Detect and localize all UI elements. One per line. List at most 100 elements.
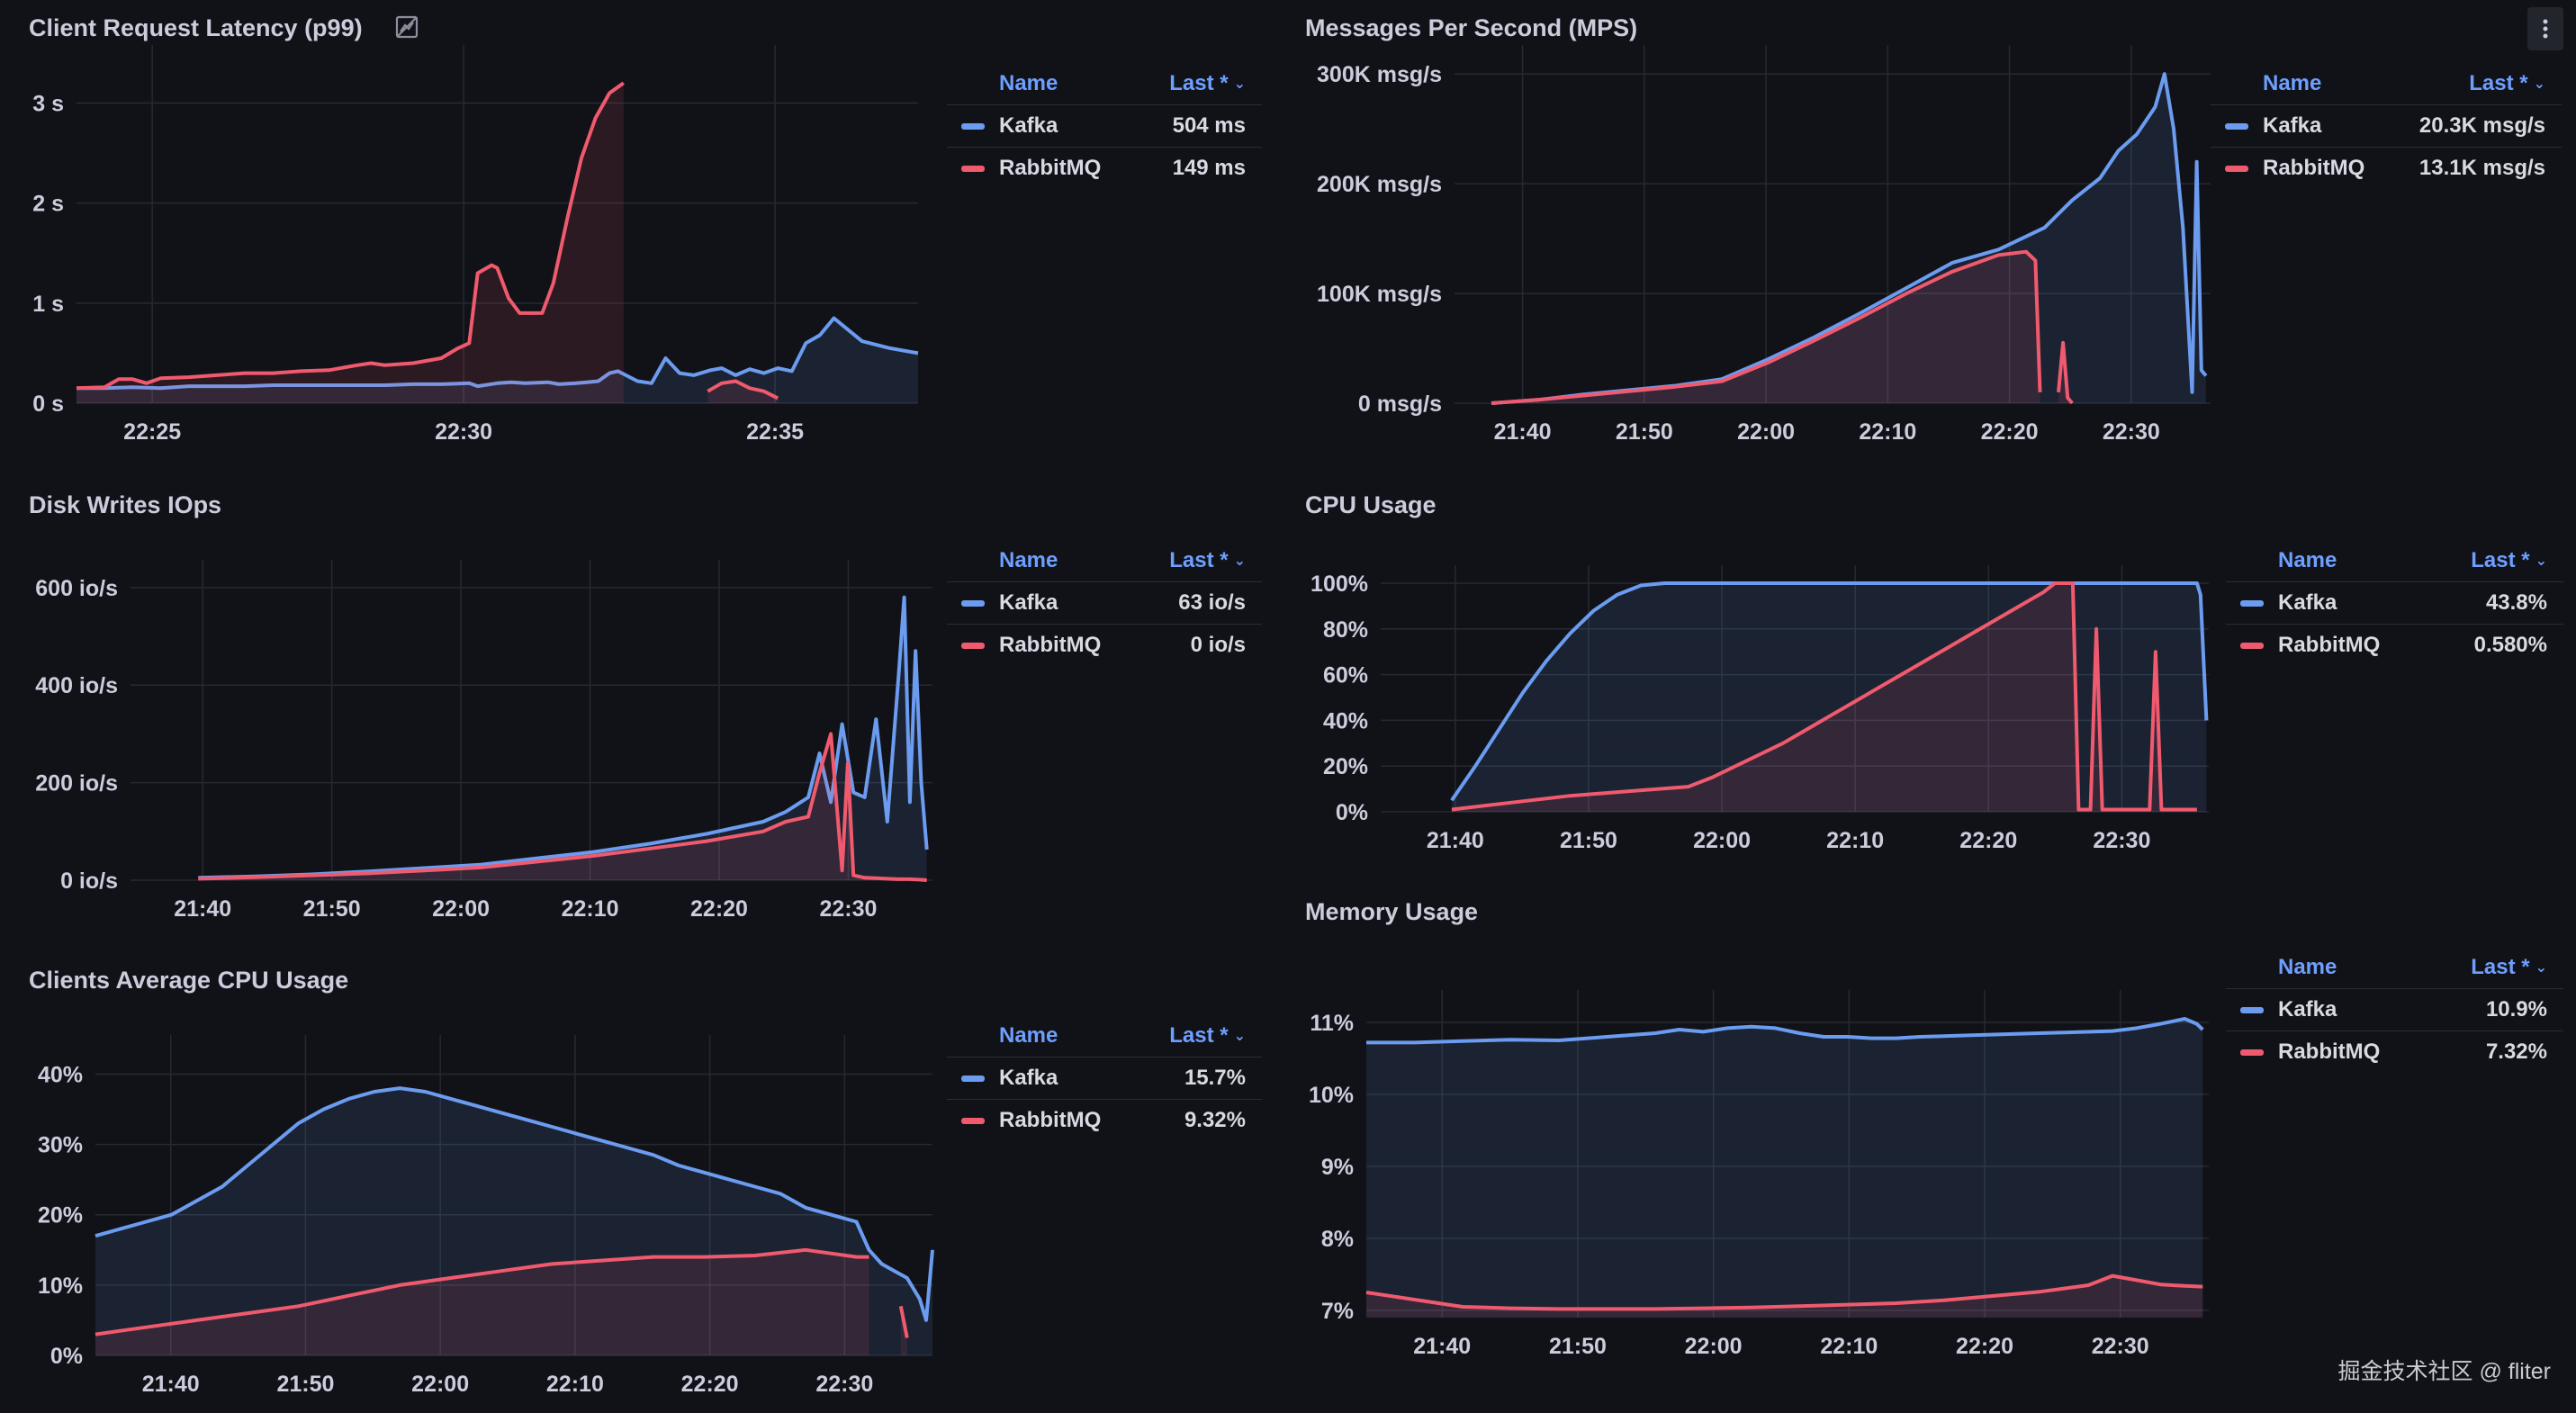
- y-tick-label: 9%: [1321, 1155, 1354, 1180]
- legend-last-header[interactable]: Last * ⌄: [1169, 1015, 1246, 1058]
- y-tick-label: 1 s: [32, 292, 64, 317]
- legend-last-header[interactable]: Last * ⌄: [2469, 63, 2545, 105]
- x-tick-label: 22:00: [1685, 1334, 1743, 1359]
- series-line-kafka: [95, 1086, 934, 1322]
- legend-row-kafka[interactable]: Kafka 43.8%: [2226, 581, 2563, 624]
- y-tick-label: 100%: [1311, 572, 1368, 597]
- legend-series-last: 7.32%: [2485, 1040, 2547, 1064]
- panel-title: Memory Usage: [1305, 898, 1479, 925]
- x-tick-label: 22:10: [1820, 1334, 1878, 1359]
- x-tick-label: 22:10: [1826, 828, 1884, 853]
- legend-row-rabbitmq[interactable]: RabbitMQ 0 io/s: [947, 624, 1262, 666]
- legend-name-header[interactable]: Name: [999, 1023, 1058, 1048]
- memory-legend: Name Last * ⌄ Kafka 10.9% RabbitMQ 7.32%: [2226, 947, 2563, 1073]
- panel-title: Client Request Latency (p99): [29, 14, 363, 41]
- legend-series-name: Kafka: [999, 113, 1058, 138]
- kafka-swatch-icon: [961, 600, 985, 607]
- legend-name-header[interactable]: Name: [999, 71, 1058, 95]
- panel-title: Disk Writes IOps: [29, 491, 222, 518]
- x-tick-label: 21:40: [142, 1372, 200, 1397]
- legend-name-header[interactable]: Name: [2263, 71, 2322, 95]
- mps-chart: 0 msg/s 100K msg/s 200K msg/s 300K msg/s 21:…: [1317, 45, 2211, 445]
- legend-row-rabbitmq[interactable]: RabbitMQ 9.32%: [947, 1099, 1262, 1141]
- legend-row-kafka[interactable]: Kafka 20.3K msg/s: [2211, 104, 2562, 147]
- legend-series-last: 0 io/s: [1190, 633, 1246, 657]
- disk-panel: Disk Writes IOps 0 io/s 200 io/s 400 io/s 6…: [0, 477, 1276, 952]
- x-tick-label: 22:35: [746, 419, 804, 445]
- kafka-swatch-icon: [2240, 600, 2264, 607]
- kafka-swatch-icon: [2225, 123, 2248, 130]
- legend-row-rabbitmq[interactable]: RabbitMQ 7.32%: [2226, 1030, 2563, 1073]
- series-line-kafka: [77, 316, 919, 391]
- no-data-link-icon[interactable]: [394, 14, 419, 46]
- legend-row-kafka[interactable]: Kafka 504 ms: [947, 104, 1262, 147]
- legend-series-last: 63 io/s: [1178, 590, 1246, 615]
- legend-series-name: RabbitMQ: [999, 156, 1102, 180]
- x-tick-label: 21:40: [1427, 828, 1484, 853]
- y-tick-label: 40%: [38, 1062, 83, 1087]
- y-tick-label: 60%: [1323, 663, 1368, 688]
- kafka-swatch-icon: [961, 1076, 985, 1082]
- series-area: [1491, 74, 2206, 403]
- legend-last-header[interactable]: Last * ⌄: [1169, 63, 1246, 105]
- disk-legend: Name Last * ⌄ Kafka 63 io/s RabbitMQ 0 io…: [947, 540, 1262, 666]
- y-tick-label: 0 msg/s: [1358, 392, 1442, 417]
- x-tick-label: 21:40: [1413, 1334, 1471, 1359]
- legend-row-kafka[interactable]: Kafka 15.7%: [947, 1057, 1262, 1099]
- rabbitmq-swatch-icon: [2240, 1049, 2264, 1056]
- panel-title: Messages Per Second (MPS): [1305, 14, 1638, 41]
- x-tick-label: 22:30: [435, 419, 492, 445]
- chevron-down-icon: ⌄: [2535, 554, 2547, 569]
- x-tick-label: 21:40: [174, 896, 231, 922]
- mps-legend: Name Last * ⌄ Kafka 20.3K msg/s RabbitMQ …: [2211, 63, 2562, 189]
- x-tick-label: 22:10: [562, 896, 619, 922]
- legend-row-rabbitmq[interactable]: RabbitMQ 149 ms: [947, 147, 1262, 189]
- legend-last-header[interactable]: Last * ⌄: [2471, 540, 2547, 582]
- legend-series-last: 10.9%: [2485, 997, 2547, 1022]
- y-tick-label: 10%: [38, 1274, 83, 1299]
- rabbitmq-swatch-icon: [961, 1118, 985, 1124]
- series-line-rabbitmq: [76, 81, 625, 391]
- memory-panel: Memory Usage 7% 8% 9% 10% 11% 21:40 21:50 22:00…: [1276, 884, 2576, 1413]
- x-tick-label: 21:50: [276, 1372, 334, 1397]
- y-tick-label: 0%: [1336, 800, 1368, 825]
- clients-cpu-chart: 0% 10% 20% 30% 40% 21:40 21:50 22:00 22:10 22:20 2…: [38, 1035, 934, 1397]
- x-tick-label: 22:00: [432, 896, 490, 922]
- y-tick-label: 80%: [1323, 617, 1368, 643]
- legend-series-last: 9.32%: [1184, 1108, 1246, 1132]
- legend-row-kafka[interactable]: Kafka 63 io/s: [947, 581, 1262, 624]
- series-area: [1366, 1019, 2203, 1318]
- legend-series-last: 20.3K msg/s: [2418, 113, 2545, 138]
- legend-last-header[interactable]: Last * ⌄: [1169, 540, 1246, 582]
- x-tick-label: 22:00: [1693, 828, 1751, 853]
- x-tick-label: 22:30: [2103, 419, 2160, 445]
- x-tick-label: 21:50: [1549, 1334, 1607, 1359]
- panel-menu-icon[interactable]: [2527, 7, 2563, 50]
- legend-series-name: RabbitMQ: [2278, 1040, 2381, 1064]
- legend-series-name: Kafka: [2263, 113, 2322, 138]
- legend-name-header[interactable]: Name: [2278, 955, 2337, 979]
- legend-last-header[interactable]: Last * ⌄: [2471, 947, 2547, 989]
- y-tick-label: 0%: [50, 1344, 83, 1369]
- series-area: [1366, 1275, 2203, 1318]
- latency-legend: Name Last * ⌄ Kafka 504 ms RabbitMQ 149 m…: [947, 63, 1262, 189]
- legend-row-kafka[interactable]: Kafka 10.9%: [2226, 988, 2563, 1030]
- legend-name-header[interactable]: Name: [2278, 548, 2337, 572]
- legend-row-rabbitmq[interactable]: RabbitMQ 13.1K msg/s: [2211, 147, 2562, 189]
- legend-name-header[interactable]: Name: [999, 548, 1058, 572]
- series-line-rabbitmq: [707, 379, 779, 400]
- mps-panel: Messages Per Second (MPS) 0 msg/s 100K ms…: [1276, 0, 2576, 477]
- y-tick-label: 10%: [1309, 1083, 1354, 1108]
- legend-row-rabbitmq[interactable]: RabbitMQ 0.580%: [2226, 624, 2563, 666]
- x-tick-label: 22:20: [1959, 828, 2017, 853]
- chevron-down-icon: ⌄: [1233, 1029, 1246, 1044]
- chevron-down-icon: ⌄: [2535, 960, 2547, 976]
- cpu-legend: Name Last * ⌄ Kafka 43.8% RabbitMQ 0.580%: [2226, 540, 2563, 666]
- x-tick-label: 22:30: [815, 1372, 873, 1397]
- series-line-rabbitmq: [898, 1305, 909, 1338]
- memory-chart: 7% 8% 9% 10% 11% 21:40 21:50 22:00 22:10 22:20 22:…: [1309, 990, 2209, 1359]
- kafka-swatch-icon: [961, 123, 985, 130]
- clients-cpu-legend: Name Last * ⌄ Kafka 15.7% RabbitMQ 9.32%: [947, 1015, 1262, 1141]
- y-tick-label: 8%: [1321, 1227, 1354, 1252]
